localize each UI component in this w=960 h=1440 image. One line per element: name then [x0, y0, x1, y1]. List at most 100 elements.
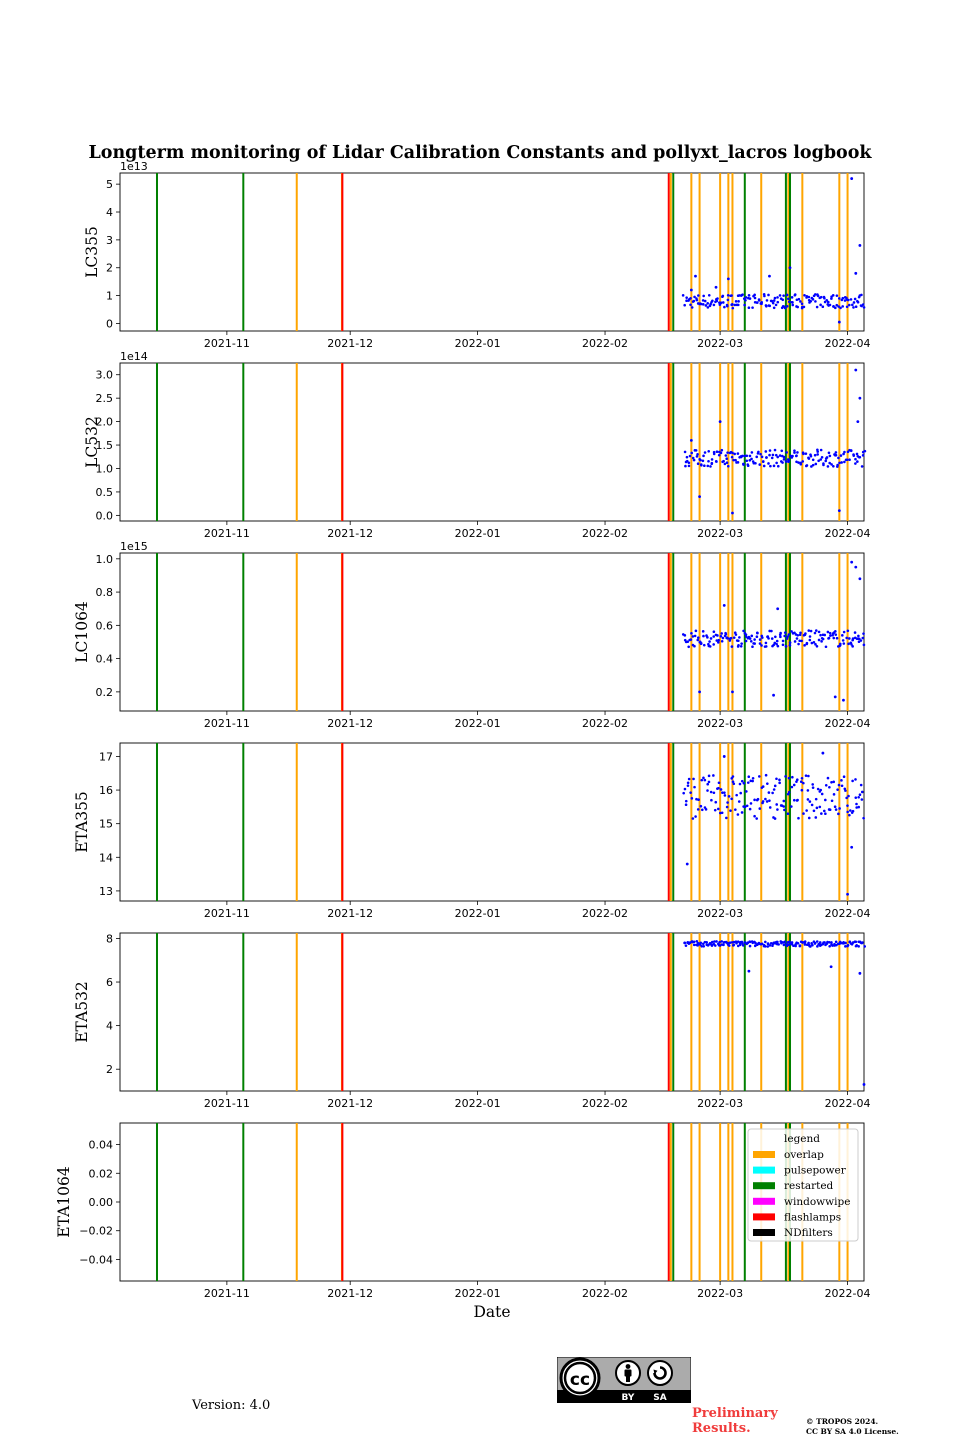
data-point — [820, 640, 823, 643]
legend-swatch-NDfilters — [753, 1229, 775, 1236]
x-tick-label: 2021-11 — [204, 527, 250, 540]
data-point — [854, 305, 858, 308]
data-point — [857, 634, 860, 638]
data-point — [747, 775, 751, 779]
data-point — [820, 792, 824, 796]
data-point — [807, 816, 811, 820]
data-point — [840, 461, 843, 464]
data-point — [761, 801, 764, 805]
data-point — [845, 458, 849, 462]
data-point — [690, 632, 693, 635]
data-point — [803, 644, 806, 647]
data-point — [783, 306, 787, 310]
data-point — [758, 642, 762, 645]
data-point — [807, 629, 811, 632]
y-tick-label: 0.2 — [96, 686, 114, 699]
data-point — [735, 793, 738, 797]
data-point — [767, 791, 771, 794]
data-point — [723, 305, 726, 309]
data-point — [860, 790, 864, 794]
data-point — [805, 809, 808, 812]
data-point — [726, 294, 730, 297]
data-point — [837, 783, 841, 787]
data-point — [709, 637, 713, 640]
data-point — [734, 458, 737, 462]
x-tick-label: 2022-02 — [582, 717, 628, 730]
data-point — [726, 451, 729, 454]
data-point — [684, 803, 688, 806]
data-point — [843, 450, 846, 454]
data-point — [846, 804, 849, 807]
data-point — [733, 303, 737, 307]
legend-label-pulsepower: pulsepower — [784, 1165, 847, 1177]
data-point — [745, 790, 748, 793]
data-point — [752, 642, 755, 645]
data-point — [740, 811, 744, 814]
y-tick-label: 1.0 — [96, 553, 114, 566]
x-tick-label: 2022-01 — [455, 1097, 501, 1110]
data-point — [732, 782, 736, 786]
data-point — [819, 303, 822, 307]
data-point — [758, 807, 762, 810]
data-point — [766, 942, 770, 945]
data-point — [783, 634, 786, 638]
data-point — [683, 450, 687, 454]
data-point — [738, 782, 742, 786]
data-point — [748, 297, 752, 300]
data-point — [711, 299, 714, 303]
data-point — [854, 271, 858, 275]
data-point — [807, 456, 810, 460]
data-point — [695, 797, 698, 801]
data-point — [691, 817, 695, 820]
data-point — [824, 457, 828, 460]
data-point — [689, 791, 692, 794]
data-point — [807, 774, 810, 778]
data-point — [699, 941, 703, 945]
x-tick-label: 2022-03 — [697, 1097, 743, 1110]
data-point — [850, 560, 854, 564]
data-point — [782, 943, 786, 947]
data-point — [689, 438, 693, 442]
data-point — [685, 299, 688, 303]
data-point — [723, 791, 726, 794]
x-tick-label: 2022-04 — [825, 907, 871, 920]
data-point — [704, 304, 708, 307]
data-point — [786, 635, 789, 638]
data-point — [794, 454, 798, 458]
data-point — [775, 803, 778, 806]
data-point — [726, 801, 729, 804]
data-point — [764, 797, 767, 801]
data-point — [737, 300, 740, 303]
data-point — [709, 790, 713, 794]
data-point — [855, 452, 859, 456]
data-point — [717, 453, 721, 457]
data-point — [701, 303, 705, 306]
data-point — [694, 815, 697, 818]
data-point — [685, 862, 689, 866]
data-point — [791, 454, 794, 458]
data-point — [793, 640, 797, 643]
data-point — [836, 463, 839, 467]
data-point — [828, 631, 832, 635]
data-point — [748, 940, 752, 944]
data-point — [846, 892, 849, 896]
data-point — [858, 456, 861, 459]
data-point — [815, 806, 819, 810]
data-point — [785, 944, 789, 948]
data-point — [834, 451, 838, 454]
data-point — [810, 641, 814, 645]
data-point — [736, 303, 740, 307]
data-point — [797, 816, 800, 820]
data-point — [708, 640, 711, 643]
x-tick-label: 2022-04 — [825, 1287, 871, 1300]
panel-LC1064: 0.2 0.4 0.6 0.8 1.0 1e15 LC1064 2021-11 2021-12 2… — [73, 540, 871, 730]
data-point — [770, 299, 774, 303]
data-point — [793, 293, 797, 297]
data-point — [689, 296, 692, 300]
data-point — [787, 633, 791, 636]
data-point — [854, 778, 857, 781]
data-point — [779, 635, 782, 639]
data-point — [832, 780, 836, 784]
x-tick-label: 2022-03 — [697, 1287, 743, 1300]
data-point — [807, 941, 810, 945]
